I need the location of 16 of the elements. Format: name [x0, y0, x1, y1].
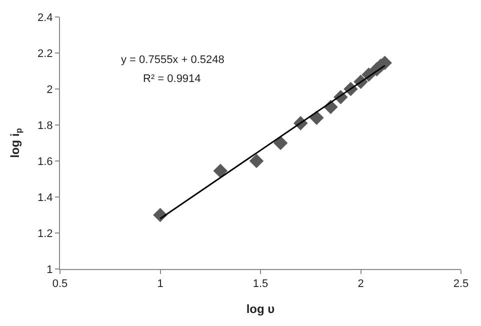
- annotation: R² = 0.9914: [143, 73, 201, 85]
- x-tick-label: 1.5: [252, 278, 268, 290]
- x-tick-label: 2.5: [453, 278, 469, 290]
- y-tick-label: 2.2: [38, 48, 53, 60]
- y-tick-label: 1: [46, 264, 53, 276]
- x-axis-title: log υ: [246, 302, 275, 316]
- y-tick-label: 1.4: [38, 192, 53, 204]
- y-tick-label: 1.8: [38, 120, 53, 132]
- y-tick-label: 1.2: [38, 228, 53, 240]
- x-tick-label: 1: [157, 278, 164, 290]
- y-tick-label: 1.6: [38, 156, 53, 168]
- y-tick-label: 2: [46, 84, 53, 96]
- annotation: y = 0.7555x + 0.5248: [121, 54, 224, 66]
- x-tick-label: 2: [358, 278, 364, 290]
- x-tick-label: 0.5: [52, 278, 68, 290]
- y-tick-label: 2.4: [38, 12, 53, 24]
